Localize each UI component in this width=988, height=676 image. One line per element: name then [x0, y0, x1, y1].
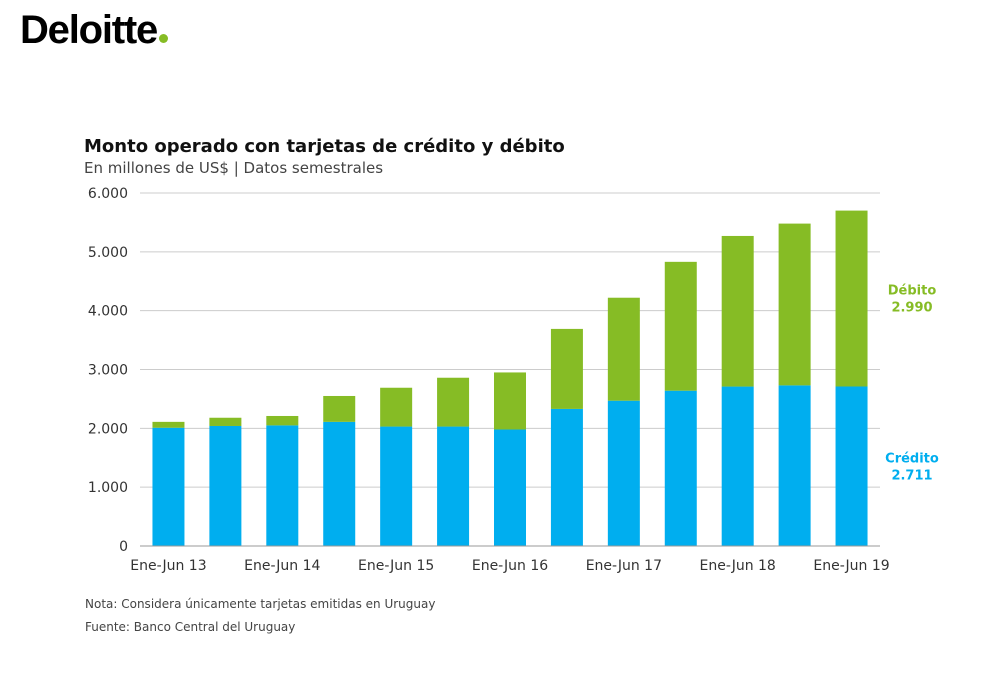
- bar-debito: [494, 372, 526, 430]
- annotation-debito-label: Débito: [888, 284, 937, 299]
- bar-credito: [152, 427, 185, 546]
- bar-credito: [437, 426, 470, 546]
- bar-debito: [607, 297, 640, 401]
- y-tick-label: 3.000: [88, 363, 128, 379]
- x-tick-label: Ene-Jun 18: [700, 558, 776, 574]
- bar-debito: [835, 210, 868, 387]
- y-tick-label: 1.000: [88, 480, 128, 496]
- deloitte-logo: Deloitte: [20, 8, 169, 53]
- x-tick-label: Ene-Jun 16: [472, 558, 548, 574]
- bar-credito: [721, 386, 754, 546]
- x-tick-label: Ene-Jun 13: [130, 558, 206, 574]
- y-tick-label: 6.000: [88, 186, 128, 202]
- bar-debito: [721, 235, 754, 387]
- bar-debito: [266, 415, 299, 426]
- bar-credito: [209, 425, 242, 546]
- x-axis: Ene-Jun 13 Ene-Jun 14 Ene-Jun 15 Ene-Jun 16…: [130, 545, 890, 574]
- x-tick-label: Ene-Jun 19: [813, 558, 889, 574]
- bar-debito: [152, 421, 185, 428]
- y-tick-label: 4.000: [88, 304, 128, 320]
- bar-debito: [380, 387, 413, 427]
- y-tick-label: 0: [119, 539, 128, 555]
- bar-credito: [835, 386, 868, 546]
- gridlines: [140, 192, 880, 488]
- bar-credito: [550, 408, 583, 546]
- logo-text: Deloitte: [20, 8, 158, 52]
- chart-title: Monto operado con tarjetas de crédito y …: [84, 136, 565, 157]
- bar-credito: [266, 425, 299, 546]
- annotation-credito-value: 2.711: [891, 468, 932, 483]
- x-tick-label: Ene-Jun 14: [244, 558, 320, 574]
- bar-debito: [437, 377, 470, 427]
- bar-credito: [380, 426, 413, 546]
- y-tick-label: 5.000: [88, 245, 128, 261]
- source-note: Fuente: Banco Central del Uruguay: [85, 620, 296, 634]
- x-tick-label: Ene-Jun 15: [358, 558, 434, 574]
- bars: [152, 210, 868, 546]
- logo-dot: [159, 34, 169, 43]
- bar-credito: [323, 421, 356, 546]
- footnote: Nota: Considera únicamente tarjetas emit…: [85, 597, 436, 611]
- bar-credito: [664, 390, 697, 546]
- bar-credito: [607, 400, 640, 546]
- bar-debito: [778, 223, 811, 386]
- bar-credito: [778, 385, 811, 546]
- annotation-credito-label: Crédito: [885, 451, 939, 466]
- chart-subtitle: En millones de US$ | Datos semestrales: [84, 159, 384, 177]
- bar-debito: [664, 261, 697, 391]
- y-axis-tick-labels: 0 1.000 2.000 3.000 4.000 5.000 6.000: [88, 186, 128, 555]
- y-tick-label: 2.000: [88, 421, 128, 437]
- bar-debito: [323, 395, 356, 422]
- series-annotations: Débito 2.990 Crédito 2.711: [885, 284, 939, 484]
- annotation-debito-value: 2.990: [891, 301, 932, 316]
- x-tick-label: Ene-Jun 17: [586, 558, 662, 574]
- bar-debito: [550, 328, 583, 409]
- bar-debito: [209, 417, 242, 426]
- bar-credito: [494, 429, 526, 546]
